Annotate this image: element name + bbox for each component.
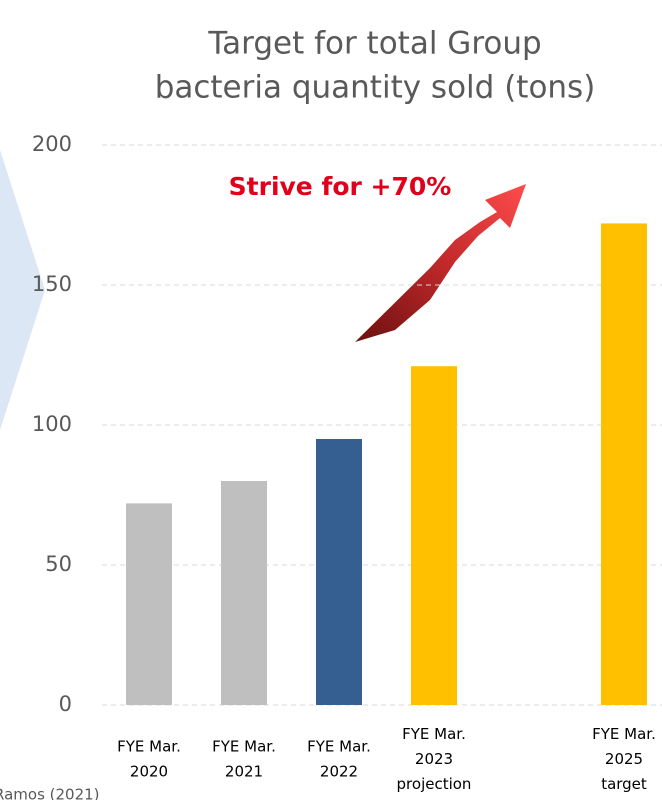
chart-title: bacteria quantity sold (tons) [155, 70, 596, 106]
y-tick-label: 50 [45, 552, 72, 576]
x-tick-label: FYE Mar. 2021 [212, 737, 276, 780]
chart-title: Target for total Group [207, 26, 541, 62]
y-tick-label: 0 [59, 692, 72, 716]
footnote: Ramos (2021) [0, 786, 100, 800]
x-tick-label: FYE Mar. 2022 [307, 737, 371, 780]
y-tick-label: 100 [32, 412, 72, 436]
bar [601, 223, 647, 705]
chevron [0, 150, 45, 430]
annotation: Strive for +70% [229, 172, 452, 201]
bar [411, 366, 457, 705]
x-tick-label: FYE Mar. 2020 [117, 737, 181, 780]
growth-arrow [355, 184, 526, 342]
x-tick-label: FYE Mar. 2023 projection [397, 725, 472, 793]
y-tick-label: 200 [32, 132, 72, 156]
bar [316, 439, 362, 705]
bar [126, 503, 172, 705]
bar [221, 481, 267, 705]
y-tick-label: 150 [32, 272, 72, 296]
x-tick-label: FYE Mar. 2025 target [592, 725, 656, 793]
